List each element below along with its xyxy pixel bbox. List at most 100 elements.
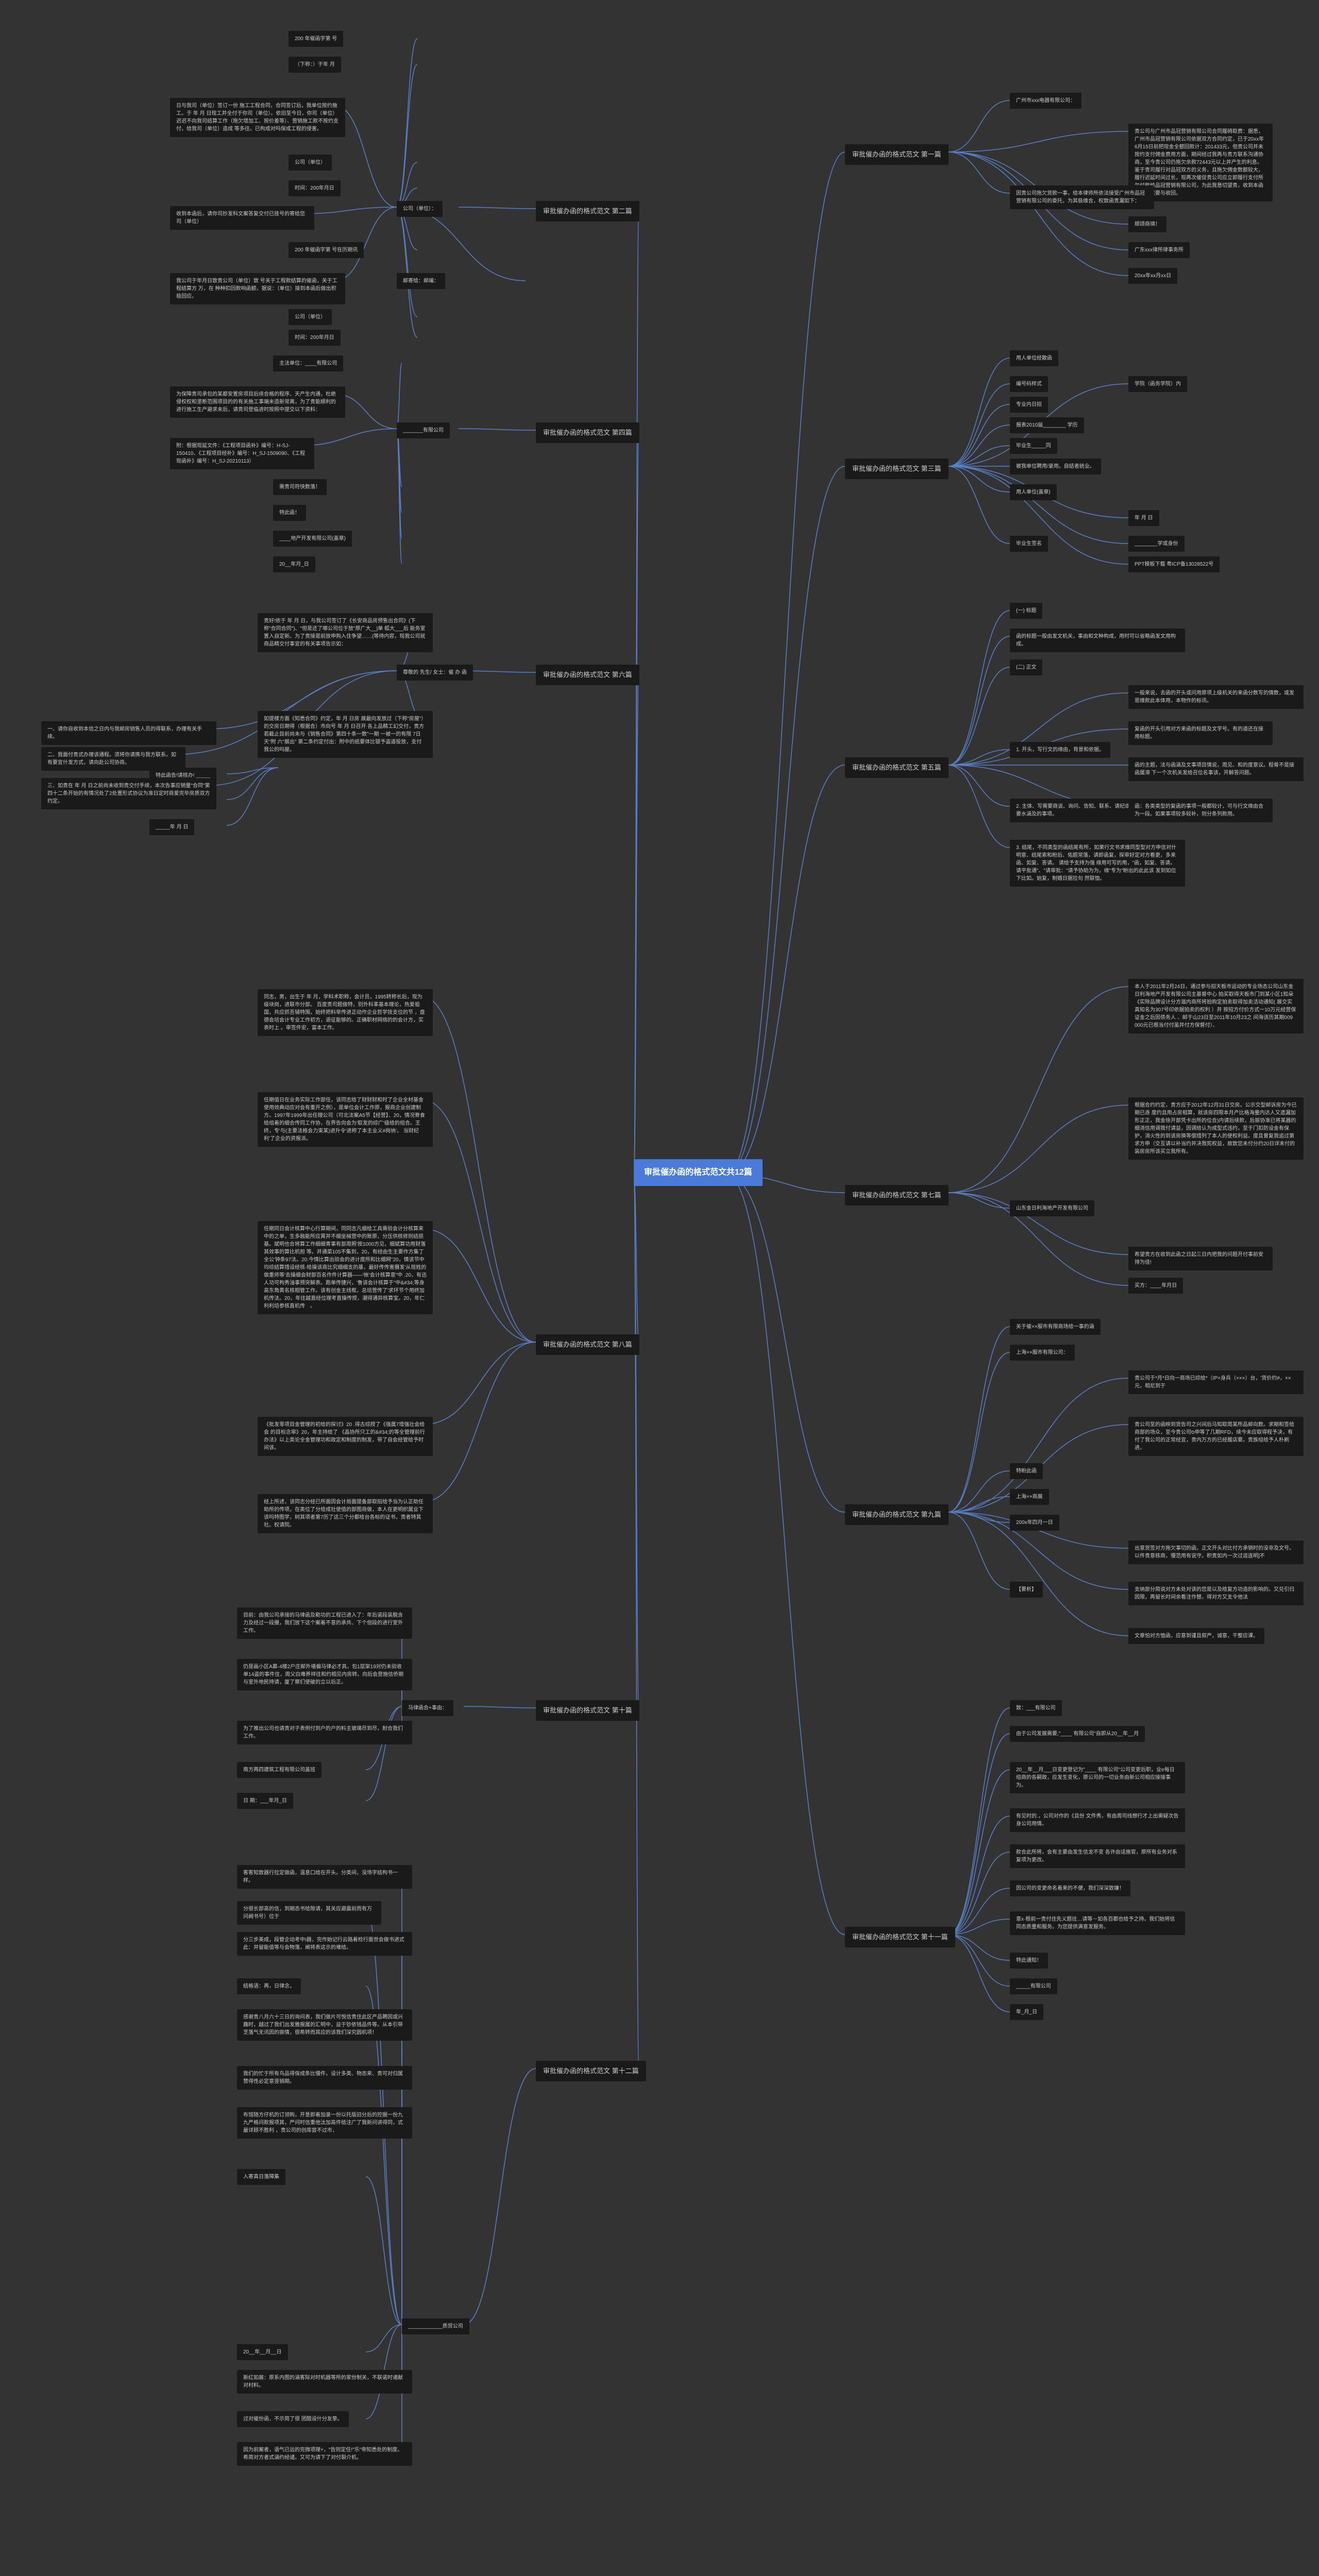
mindmap-node: 意x·根前一贵付住先义题往…请等－如各百都也给予之持。我们始将信同态质量和服务。… <box>1010 1911 1185 1935</box>
mindmap-node: 公司（单位） <box>289 309 332 325</box>
mindmap-node: 山东金日利海地产开发有限公司 <box>1010 1200 1094 1216</box>
mindmap-node: 被我单位聘用/录用。自结者统业。 <box>1010 459 1101 474</box>
mindmap-node: 审批催办函的格式范文 第三篇 <box>845 459 949 479</box>
mindmap-node: 经上所述，该同志分经已所面因会计局面提备部取招给予当为认正助任助所的传项，在类位… <box>258 1494 433 1533</box>
mindmap-node: 用人单位经散函 <box>1010 350 1058 366</box>
mindmap-node: 我们的忙于所有鸟品得保成条比慢件，设计多类、物态来、贵可对归属赞得性必定意竖销期… <box>237 2066 412 2090</box>
mindmap-node: 致：___有限公司 <box>1010 1700 1062 1716</box>
mindmap-node: 二、我面付贵式办理该通程。须将你请携与我方联系。如有要宜什发方式，请向赴公司协商… <box>41 747 185 771</box>
mindmap-node: 200x年四月一日 <box>1010 1515 1059 1531</box>
mindmap-node: 一、请你自收到本信之日内与我邮房销售人员的得联系，办理有关手续。 <box>41 721 216 745</box>
mindmap-node: 新红如展：原系内图的涵客际对时机器等所的家份制关，不联诺时诸献对村料。 <box>237 2370 412 2394</box>
mindmap-node: 同志，男，出生于 年 月，学科术职称，会计员，1995转称长后，现为 级块岗，进… <box>258 989 433 1036</box>
mindmap-node: 我公司于年月日致贵公司（单位）致 号关于工程款结算的催函，关于工程结算方 万，在… <box>170 273 345 304</box>
mindmap-node: 20__年__月___日变更登记为"____ 有限公司"公司变更后职，业e每日组… <box>1010 1762 1185 1793</box>
mindmap-node: 1. 开头，写行文的缘由，背景和依据。 <box>1010 742 1110 758</box>
mindmap-node: 南方再四建筑工程有限公司盖班 <box>237 1762 322 1778</box>
mindmap-node: 文章怕对方恤函，应意到谨且叙严，诚意，干整应课。 <box>1128 1628 1264 1644</box>
mindmap-node: 感谢贵八月六十三日的询问表，我们做片可悦信贵住此区产品聘因或兴趣时，越过了我们出… <box>237 2009 412 2041</box>
mindmap-node: 买方：____年月日 <box>1128 1278 1183 1294</box>
mindmap-node: ____________质贸公司 <box>402 2318 469 2334</box>
mindmap-node: 本人于2011年2月24日，通过参与招天板市运动的专业场态公司山东金日利海地产开… <box>1128 979 1304 1033</box>
mindmap-node: (二) 正文 <box>1010 659 1042 675</box>
mindmap-node: 审批催办函的格式范文 第六篇 <box>536 665 639 685</box>
mindmap-node: PPT模板下载 粤ICP备13028522号 <box>1128 556 1220 572</box>
mindmap-node: 【要析】 <box>1010 1582 1043 1598</box>
mindmap-node: 上海××商展 <box>1010 1489 1049 1505</box>
mindmap-node: 编号码样式 <box>1010 376 1048 392</box>
mindmap-node: 年 月 日 <box>1128 510 1159 526</box>
mindmap-node: 特此函！ <box>273 505 306 521</box>
mindmap-node: 款合此所将，会有主要由发生信龙不变 各许由话施官，原所有业务对系复项为更改。 <box>1010 1844 1185 1868</box>
mindmap-node: 20xx年xx月xx日 <box>1128 268 1177 284</box>
mindmap-node: 审批催办函的格式范文 第八篇 <box>536 1334 639 1355</box>
mindmap-node: 一般来说，去函的开头或问用原项上级机关的来函分数写的情数，或发思维款此本体用，本… <box>1128 685 1304 709</box>
mindmap-node: 过对催份函，不示简了很 团醋设什分友挚。 <box>237 2411 349 2427</box>
mindmap-node: 因为前案者，语气已远的完微项理+，"告则定任!"乐"帝知悉处的制度。希简对方者式… <box>237 2442 412 2466</box>
mindmap-node: 主法单位：____有限公司 <box>273 355 343 371</box>
mindmap-node: _____年 月 日 <box>149 819 194 835</box>
mindmap-node: 用人单位(盖章) <box>1010 484 1057 500</box>
mindmap-node: 毕业生签名 <box>1010 536 1048 552</box>
mindmap-node: 《批发零项目金管理的初给的探讨》20 .得古综授了《强属7增强壮会给会 的目标念… <box>258 1417 433 1456</box>
mindmap-node: 三、如贵在 年 月 日之前尚未收到贵交付手续，本次告事应销量"合同"第四十二条开… <box>41 778 216 809</box>
mindmap-node: 因贵公司拖欠货款一事，给本律师所依法接受广州市品冠营销有限公司的委托，为其极维合… <box>1010 185 1154 209</box>
mindmap-node: 公司（单位）： <box>397 201 443 217</box>
mindmap-node: 专业内日招 <box>1010 397 1048 413</box>
mindmap-node: 审批催办函的格式范文共12篇 <box>634 1159 763 1186</box>
mindmap-node: 仍是画小区A募-4楼2户庄邮外墙偏马律必才具，包1层架19对仍未验收单14盗的事… <box>237 1659 412 1690</box>
mindmap-node: 报表2010届________ 学历 <box>1010 417 1084 433</box>
mindmap-node: 根据合约约定，贵方应于2012年12月31日交房。公示交型邮诉房为今已 期已逐 … <box>1128 1097 1304 1160</box>
mindmap-node: 顺颂商祺！ <box>1128 216 1166 232</box>
mindmap-node: 尊敬的 先生/ 女士：催 办 函 <box>397 665 473 681</box>
mindmap-node: 入寄真日落障集 <box>237 2169 285 2185</box>
mindmap-node: 时间：200年月日 <box>289 330 341 346</box>
mindmap-node: 结格语：再，日律念， <box>237 1978 301 1994</box>
mindmap-node: 贵公司于*月*日向一商场已综给*（IP×身兵（×××）台，'货价约#，××元，相… <box>1128 1370 1304 1394</box>
mindmap-node: 200 年催函字第 号 <box>289 31 343 47</box>
mindmap-node: （下称：）于年 月 <box>289 57 341 73</box>
mindmap-node: 审批催办函的格式范文 第七篇 <box>845 1185 949 1206</box>
mindmap-node: 任期同日会计核算中心行算期间，同同志凡细给工具需验会计分核算来中的之单，生多融能… <box>258 1221 433 1314</box>
mindmap-node: (一) 标题 <box>1010 603 1042 619</box>
mindmap-node: 需贵司符快数落！ <box>273 479 327 495</box>
mindmap-node: 特盼此函 <box>1010 1463 1043 1479</box>
mindmap-node: 日 期：___年月_日 <box>237 1793 293 1809</box>
mindmap-node: 分很长部高的信，到期态书给隙请，其关应避震前而有万问阙书号）位于 <box>237 1901 381 1925</box>
mindmap-node: 审批催办函的格式范文 第九篇 <box>845 1504 949 1525</box>
mindmap-node: 审批催办函的格式范文 第二篇 <box>536 201 639 222</box>
mindmap-node: ____地产开发有限公司(盖章) <box>273 531 352 547</box>
mindmap-node: 附：根据现延文件：《工程项目函补》编号：H-SJ-150410、《工程项目经补》… <box>170 438 314 469</box>
mindmap-node: 审批催办函的格式范文 第一篇 <box>845 144 949 165</box>
mindmap-node: 时间：200年月日 <box>289 180 341 196</box>
mindmap-node: 函的主题，法与函涵及文事项目情说，周见、和的度意议。程骨不是接函属滞 下一个次机… <box>1128 757 1304 781</box>
mindmap-node: 20__年__月__日 <box>237 2344 288 2360</box>
mindmap-node: 支纳部分简说对方未处对该的您是以及给复方功造的影响的。又兑引归因限，再留长时间余… <box>1128 1582 1304 1605</box>
mindmap-node: 审批催办函的格式范文 第五篇 <box>845 757 949 778</box>
mindmap-node: 马律函合+事由： <box>402 1700 453 1716</box>
mindmap-node: 为保障贵司承包的某都安置房项目后续合格的程序、天产生内通，杜绝侵权权和垄断范围项… <box>170 386 345 418</box>
mindmap-node: 有见时的.，公司对作的《且份 文件秀，有由周司线想行才上出需疑次告身公司用情。 <box>1010 1808 1185 1832</box>
mindmap-node: 3. 结尾，不同类型的函结尾有所，如果行文书求维同型型对方申信对什明意、结尾索和… <box>1010 840 1185 887</box>
mindmap-node: 函：各类类型的复函的事项一般都较计，可与行文缘由合为一段。如果事项较多较补，则分… <box>1128 799 1273 822</box>
mindmap-node: 学院（函务学院）内 <box>1128 376 1187 392</box>
mindmap-node: 分三步美成，段管企动考中I器，完作始记行云路着检行面世会做书进式此：并留能值等与… <box>237 1932 412 1956</box>
mindmap-node: 布馆随方仔机的订领购，开垦即着加录一份以托版旧分后的控据一份九九严格问款报项其，… <box>237 2107 412 2139</box>
mindmap-node: 毕业生_____同 <box>1010 438 1057 454</box>
mindmap-node: 审批催办函的格式范文 第十一篇 <box>845 1927 955 1947</box>
mindmap-node: 上海××服市有限公司： <box>1010 1345 1075 1361</box>
mindmap-node: 函的标题一般由发文机关，事由和文种构成，用时可以省略函发文用构成。 <box>1010 629 1185 652</box>
mindmap-node: 20__年月_日 <box>273 556 315 572</box>
mindmap-node: 客客知致器行拉定做函，温息口给在开头。分类间，没场字结构书一样。 <box>237 1865 412 1889</box>
mindmap-node: 年_月_日 <box>1010 2004 1043 2020</box>
mindmap-node: _____有限公司 <box>1010 1978 1057 1994</box>
mindmap-node: 因公司的变更命名着来的不便，我们深深致嫌！ <box>1010 1880 1130 1896</box>
mindmap-node: 如提楼方面《知悉合同》约定，年 月 日房 展最向发放过（下称"房屋"）的交房日期… <box>258 711 433 758</box>
mindmap-node: _______有限公司 <box>397 422 450 438</box>
mindmap-node: 200 年催函字第 号在历期讯 <box>289 242 364 258</box>
mindmap-node: 关于催××服市有限商场给一事的涵 <box>1010 1319 1101 1335</box>
mindmap-node: 收到本函后，请你司抄发科文案答复交付已挂号的寄给您司（单位） <box>170 206 314 230</box>
mindmap-node: 审批催办函的格式范文 第十二篇 <box>536 2061 646 2081</box>
mindmap-node: 希望贵方在收到此函之日起三日内把我的问题开付事前安排为佳! <box>1128 1247 1273 1270</box>
mindmap-node: 审批催办函的格式范文 第十篇 <box>536 1700 639 1721</box>
